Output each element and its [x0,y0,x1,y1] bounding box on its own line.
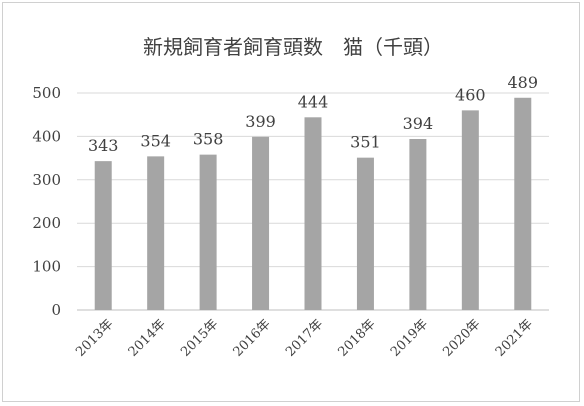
chart-title: 新規飼育者飼育頭数 猫（千頭） [143,35,443,59]
data-label: 444 [298,92,329,111]
bars [94,97,532,310]
x-axis-ticks: 2013年 2014年 2015年 2016年 2017年 2018年 2019年 2020年… [73,317,536,360]
x-tick-label: 2016年 [231,317,274,360]
y-tick-label: 400 [32,127,61,145]
data-label: 460 [455,85,486,104]
x-tick-label: 2013年 [73,317,116,360]
data-label: 399 [245,112,276,131]
bar [252,136,270,310]
y-axis-ticks: 0 100 200 300 400 500 [32,84,61,319]
bar [409,139,427,310]
chart-frame: 新規飼育者飼育頭数 猫（千頭） 343 354 358 399 444 351 394 460… [2,2,580,402]
bar [199,154,217,310]
x-tick-label: 2018年 [336,317,379,360]
data-label: 343 [88,136,119,155]
x-tick-label: 2020年 [440,317,483,360]
data-label: 354 [140,131,171,150]
data-label: 489 [508,73,539,92]
x-tick-label: 2021年 [493,317,536,360]
x-tick-label: 2014年 [126,317,169,360]
bar [356,157,374,310]
x-tick-label: 2017年 [283,317,326,360]
bar [94,161,112,310]
bar [147,156,165,310]
data-label: 358 [193,130,224,149]
y-tick-label: 0 [51,301,61,319]
bar [461,110,479,310]
x-tick-label: 2019年 [388,317,431,360]
data-label: 351 [350,133,381,152]
bar [304,117,322,310]
data-labels: 343 354 358 399 444 351 394 460 489 [88,73,538,155]
y-tick-label: 500 [32,84,61,102]
x-tick-label: 2015年 [178,317,221,360]
data-label: 394 [403,114,434,133]
y-tick-label: 100 [32,258,61,276]
chart: 新規飼育者飼育頭数 猫（千頭） 343 354 358 399 444 351 394 460… [32,35,549,360]
y-tick-label: 200 [32,214,61,232]
y-tick-label: 300 [32,171,61,189]
bar [514,97,532,310]
